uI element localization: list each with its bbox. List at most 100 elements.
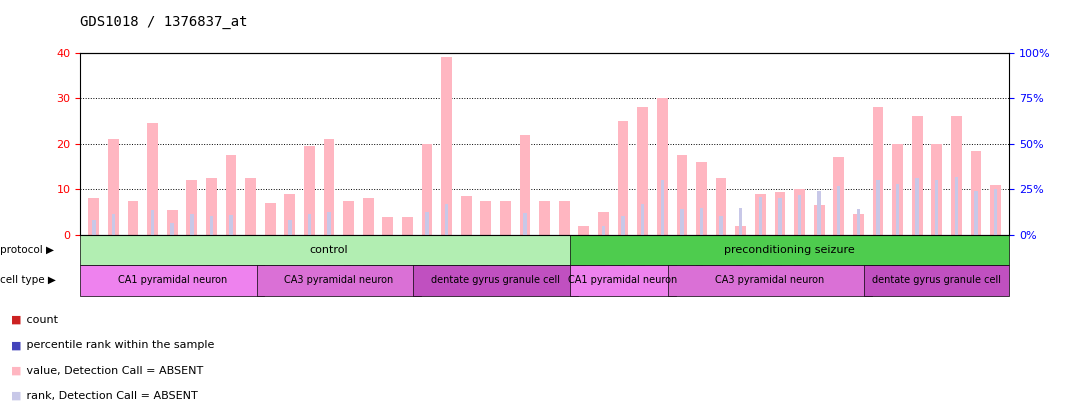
Text: ■: ■ [11, 315, 21, 325]
Bar [601, 226, 606, 235]
Bar [934, 180, 939, 235]
Text: CA3 pyramidal neuron: CA3 pyramidal neuron [284, 275, 393, 286]
Bar [955, 177, 958, 235]
Bar [445, 204, 449, 235]
Text: cell type ▶: cell type ▶ [0, 275, 56, 286]
Text: dentate gyrus granule cell: dentate gyrus granule cell [431, 275, 561, 286]
Bar [915, 178, 918, 235]
Bar [660, 180, 664, 235]
Bar [716, 178, 726, 235]
Bar [837, 185, 841, 235]
Bar [324, 139, 334, 235]
Bar [598, 212, 609, 235]
Bar [481, 201, 491, 235]
Bar [327, 212, 331, 235]
Text: ■: ■ [11, 391, 21, 401]
Bar [246, 178, 256, 235]
Bar [833, 158, 844, 235]
Bar [696, 162, 707, 235]
Bar [817, 191, 821, 235]
Bar [990, 185, 1001, 235]
Bar [680, 209, 684, 235]
Text: percentile rank within the sample: percentile rank within the sample [23, 340, 215, 350]
Bar [755, 194, 766, 235]
Bar [343, 201, 355, 235]
Bar [853, 214, 864, 235]
Bar [206, 178, 217, 235]
Text: ■: ■ [11, 340, 21, 350]
Bar [308, 214, 311, 235]
Bar [795, 189, 805, 235]
Bar [579, 226, 590, 235]
Bar [892, 144, 902, 235]
Bar [814, 205, 824, 235]
Bar [425, 212, 429, 235]
Bar [89, 198, 99, 235]
Bar [265, 203, 276, 235]
Bar [857, 209, 860, 235]
Bar [190, 214, 193, 235]
Text: CA3 pyramidal neuron: CA3 pyramidal neuron [716, 275, 824, 286]
Bar [617, 121, 628, 235]
Bar [622, 216, 625, 235]
Bar [700, 209, 703, 235]
Bar [284, 194, 295, 235]
Bar [187, 180, 198, 235]
Bar [931, 144, 942, 235]
Bar [402, 217, 413, 235]
Bar [798, 195, 801, 235]
Text: ■: ■ [11, 366, 21, 375]
Bar [779, 198, 782, 235]
Text: preconditioning seizure: preconditioning seizure [724, 245, 855, 255]
Text: dentate gyrus granule cell: dentate gyrus granule cell [873, 275, 1001, 286]
Bar [912, 117, 923, 235]
Bar [288, 220, 292, 235]
Bar [974, 191, 977, 235]
Bar [382, 217, 393, 235]
Text: protocol ▶: protocol ▶ [0, 245, 54, 255]
Bar [304, 146, 315, 235]
Bar [147, 123, 158, 235]
Bar [873, 107, 883, 235]
Bar [559, 201, 569, 235]
Bar [676, 155, 688, 235]
Bar [993, 189, 998, 235]
Bar [570, 235, 1009, 265]
Text: CA1 pyramidal neuron: CA1 pyramidal neuron [117, 275, 226, 286]
Bar [112, 214, 115, 235]
Bar [230, 215, 233, 235]
Bar [225, 155, 236, 235]
Bar [167, 210, 177, 235]
Bar [523, 213, 527, 235]
Bar [876, 180, 880, 235]
Bar [951, 117, 961, 235]
Bar [441, 57, 452, 235]
Text: count: count [23, 315, 59, 325]
Text: control: control [310, 245, 348, 255]
Bar [896, 184, 899, 235]
Bar [128, 201, 139, 235]
Bar [209, 216, 214, 235]
Text: CA1 pyramidal neuron: CA1 pyramidal neuron [568, 275, 678, 286]
Bar [520, 134, 531, 235]
Bar [92, 220, 95, 235]
Text: rank, Detection Call = ABSENT: rank, Detection Call = ABSENT [23, 391, 199, 401]
Bar [256, 265, 421, 296]
Bar [422, 144, 433, 235]
Bar [735, 226, 747, 235]
Bar [461, 196, 472, 235]
Bar [80, 235, 578, 265]
Text: GDS1018 / 1376837_at: GDS1018 / 1376837_at [80, 15, 248, 30]
Bar [500, 201, 511, 235]
Bar [971, 151, 981, 235]
Bar [108, 139, 119, 235]
Bar [720, 216, 723, 235]
Text: value, Detection Call = ABSENT: value, Detection Call = ABSENT [23, 366, 204, 375]
Bar [363, 198, 374, 235]
Bar [864, 265, 1009, 296]
Bar [638, 107, 648, 235]
Bar [171, 223, 174, 235]
Bar [413, 265, 578, 296]
Bar [80, 265, 265, 296]
Bar [669, 265, 873, 296]
